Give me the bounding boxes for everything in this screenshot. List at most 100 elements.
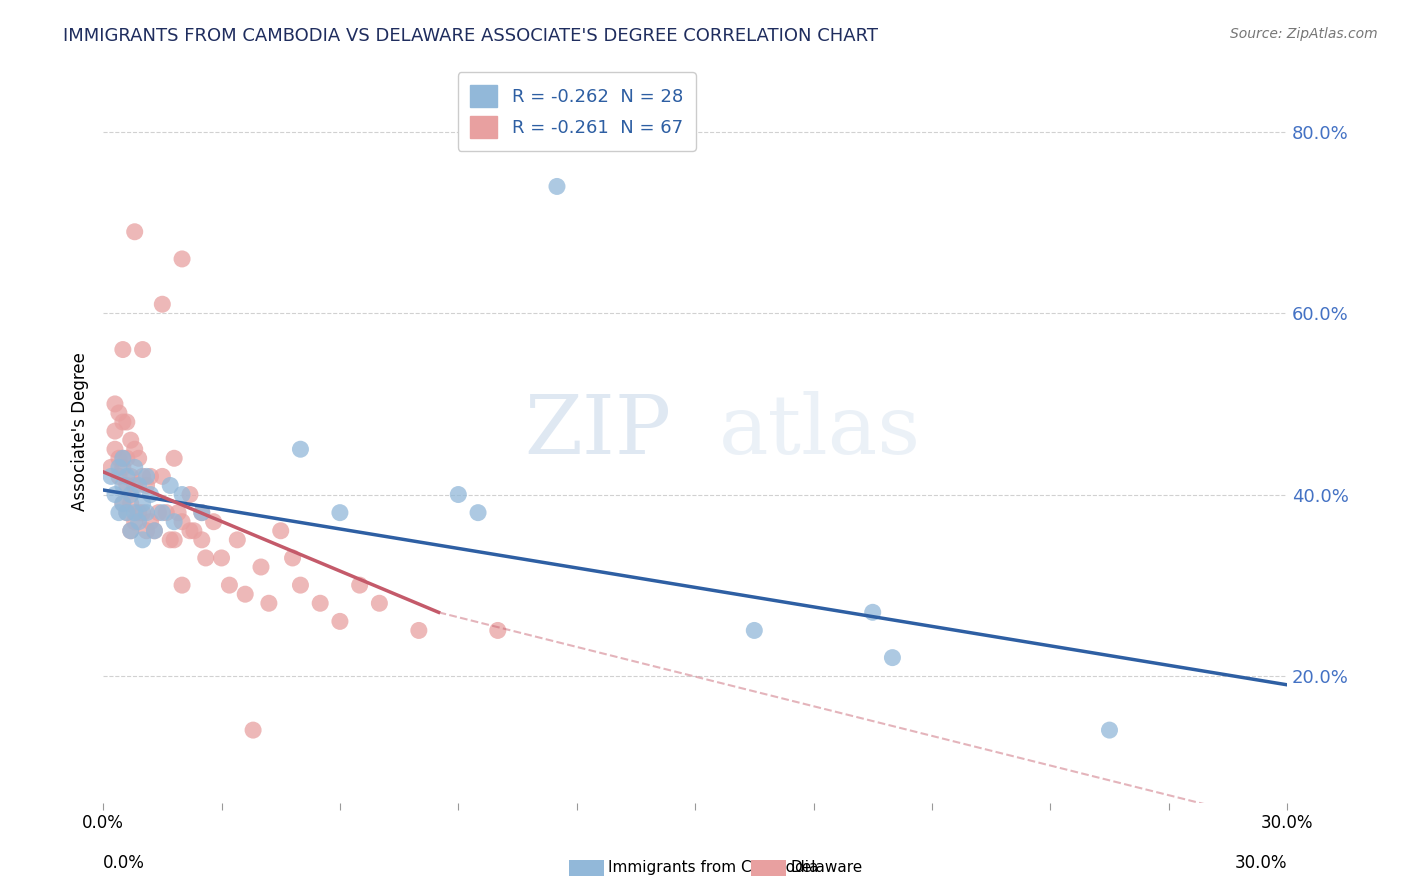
Point <box>143 524 166 538</box>
Point <box>486 624 509 638</box>
Text: IMMIGRANTS FROM CAMBODIA VS DELAWARE ASSOCIATE'S DEGREE CORRELATION CHART: IMMIGRANTS FROM CAMBODIA VS DELAWARE ASS… <box>63 27 879 45</box>
Point <box>349 578 371 592</box>
Text: Source: ZipAtlas.com: Source: ZipAtlas.com <box>1230 27 1378 41</box>
Point <box>128 478 150 492</box>
Point <box>742 624 765 638</box>
Point <box>167 506 190 520</box>
Point <box>329 506 352 520</box>
Point <box>309 596 332 610</box>
Point <box>115 506 138 520</box>
Point <box>202 515 225 529</box>
Point <box>183 524 205 538</box>
Point <box>290 442 312 457</box>
Text: Delaware: Delaware <box>790 861 863 875</box>
Point <box>150 469 173 483</box>
Point <box>170 487 193 501</box>
Point <box>111 460 134 475</box>
Point <box>139 487 162 501</box>
Point <box>194 551 217 566</box>
Point <box>170 515 193 529</box>
Point <box>131 506 153 520</box>
Point <box>139 515 162 529</box>
Point <box>290 578 312 592</box>
Point <box>250 560 273 574</box>
Text: atlas: atlas <box>718 391 921 471</box>
Point <box>108 469 131 483</box>
Y-axis label: Associate's Degree: Associate's Degree <box>72 351 89 510</box>
Point <box>191 533 214 547</box>
Point <box>120 433 142 447</box>
Point <box>131 497 153 511</box>
Point <box>368 596 391 610</box>
Point <box>150 297 173 311</box>
Point <box>111 451 134 466</box>
Point <box>882 650 904 665</box>
Point <box>467 506 489 520</box>
Point <box>111 451 134 466</box>
Point <box>108 506 131 520</box>
Point <box>163 515 186 529</box>
Point <box>115 469 138 483</box>
Text: 30.0%: 30.0% <box>1234 855 1286 872</box>
Point <box>128 506 150 520</box>
Point <box>329 615 352 629</box>
Point <box>100 460 122 475</box>
Point <box>242 723 264 738</box>
Point <box>131 469 153 483</box>
Point <box>128 451 150 466</box>
Point <box>115 478 138 492</box>
Point <box>159 533 181 547</box>
Point <box>218 578 240 592</box>
Point <box>124 225 146 239</box>
Point <box>100 469 122 483</box>
Point <box>108 460 131 475</box>
Point <box>191 506 214 520</box>
Point <box>159 478 181 492</box>
Point <box>111 497 134 511</box>
Point <box>546 179 568 194</box>
Point <box>135 469 157 483</box>
Point <box>226 533 249 547</box>
Point <box>135 524 157 538</box>
Point <box>111 478 134 492</box>
Point <box>108 451 131 466</box>
Point <box>270 524 292 538</box>
Point <box>111 497 134 511</box>
Point <box>135 506 157 520</box>
Point <box>104 487 127 501</box>
Point <box>104 397 127 411</box>
Point <box>124 460 146 475</box>
Point <box>163 533 186 547</box>
Point <box>281 551 304 566</box>
Point <box>1098 723 1121 738</box>
Point <box>115 506 138 520</box>
Point <box>111 415 134 429</box>
Point <box>120 497 142 511</box>
Text: 0.0%: 0.0% <box>103 855 145 872</box>
Text: Immigrants from Cambodia: Immigrants from Cambodia <box>607 861 818 875</box>
Point <box>115 415 138 429</box>
Point <box>104 442 127 457</box>
Point <box>120 524 142 538</box>
Point <box>170 578 193 592</box>
Point <box>131 343 153 357</box>
Point <box>120 469 142 483</box>
Text: ZIP: ZIP <box>524 391 672 471</box>
Point <box>120 487 142 501</box>
Point <box>124 506 146 520</box>
Point <box>163 451 186 466</box>
Point <box>124 478 146 492</box>
Point <box>143 524 166 538</box>
Point <box>124 442 146 457</box>
Point <box>104 424 127 438</box>
Point <box>108 406 131 420</box>
Point <box>179 487 201 501</box>
Point <box>447 487 470 501</box>
Point <box>135 478 157 492</box>
Point <box>150 506 173 520</box>
Point <box>128 515 150 529</box>
Point <box>233 587 256 601</box>
Point <box>211 551 233 566</box>
Point <box>148 506 170 520</box>
Point <box>131 533 153 547</box>
